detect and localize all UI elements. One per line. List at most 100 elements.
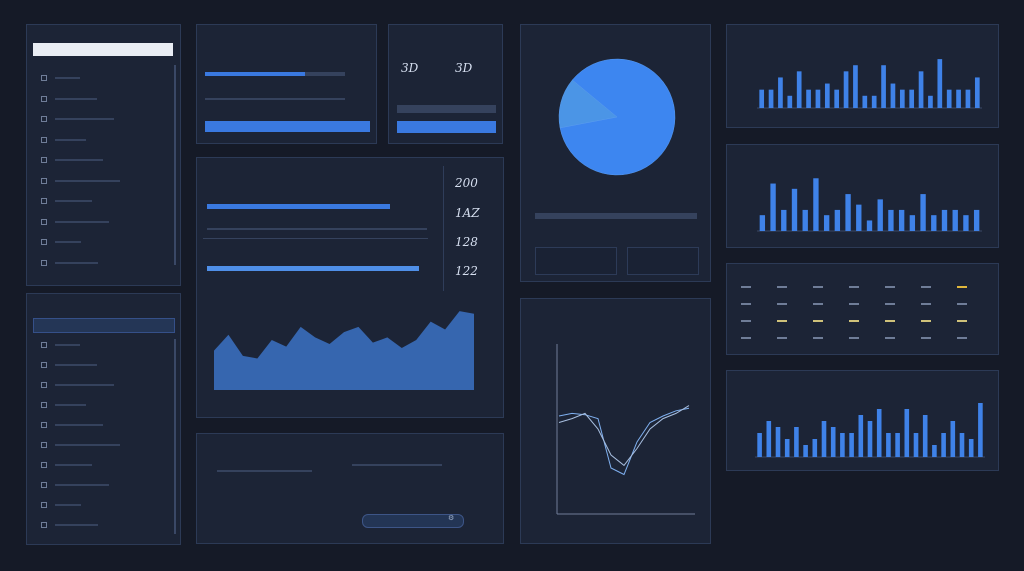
search-input[interactable] bbox=[33, 43, 173, 56]
checkbox[interactable] bbox=[41, 218, 47, 225]
table-cell bbox=[885, 303, 895, 305]
list-item-line bbox=[55, 241, 81, 243]
checkbox[interactable] bbox=[41, 157, 47, 163]
list-item-line bbox=[55, 404, 86, 406]
progress-bar bbox=[205, 121, 370, 132]
bar bbox=[866, 220, 873, 231]
bar bbox=[862, 95, 868, 108]
table-cell bbox=[957, 337, 967, 339]
list-item-line bbox=[55, 524, 98, 526]
main-track-1 bbox=[207, 228, 427, 230]
data-table bbox=[741, 286, 967, 339]
bar bbox=[913, 433, 919, 457]
bar-chart-2 bbox=[757, 178, 982, 232]
checkbox[interactable] bbox=[41, 402, 47, 408]
checkbox[interactable] bbox=[41, 502, 47, 508]
bar bbox=[830, 427, 836, 457]
bar bbox=[898, 209, 905, 231]
bar bbox=[909, 215, 916, 231]
checkbox[interactable] bbox=[41, 382, 47, 388]
table-cell bbox=[849, 320, 859, 322]
stats-panel: 3D 3D bbox=[388, 24, 503, 144]
pie-slice bbox=[559, 58, 676, 176]
checkbox[interactable] bbox=[41, 422, 47, 428]
stat-value-1: 3D bbox=[401, 61, 419, 75]
list-item-line bbox=[55, 261, 98, 264]
bar bbox=[941, 433, 946, 457]
checkbox[interactable] bbox=[41, 177, 47, 184]
bar bbox=[778, 77, 783, 108]
table-cell bbox=[741, 286, 751, 288]
bar bbox=[895, 433, 900, 457]
bar bbox=[973, 209, 980, 231]
bar bbox=[965, 89, 971, 108]
checkbox[interactable] bbox=[41, 75, 47, 81]
bar bbox=[757, 433, 762, 457]
slider-track-1[interactable] bbox=[205, 72, 345, 76]
bar bbox=[768, 89, 774, 108]
bottom-pill-button[interactable] bbox=[362, 514, 464, 528]
checkbox[interactable] bbox=[41, 259, 47, 266]
checkbox[interactable] bbox=[41, 198, 47, 204]
sidebar-scrollbar[interactable] bbox=[174, 65, 176, 265]
bar bbox=[978, 403, 983, 457]
main-slider-2[interactable] bbox=[207, 266, 419, 271]
table-cell bbox=[813, 303, 823, 305]
stat-button-bar[interactable] bbox=[397, 121, 496, 133]
bar bbox=[791, 188, 798, 231]
bar bbox=[849, 433, 854, 457]
bar bbox=[963, 215, 969, 231]
checkbox[interactable] bbox=[41, 482, 47, 488]
line-chart bbox=[556, 344, 695, 515]
pie-thumbnail-1[interactable] bbox=[535, 247, 617, 275]
table-cell bbox=[777, 337, 787, 339]
bar bbox=[806, 89, 811, 108]
bar bbox=[821, 421, 827, 457]
checkbox[interactable] bbox=[41, 522, 47, 528]
table-cell bbox=[957, 303, 967, 305]
sidebar-filter-panel bbox=[26, 24, 181, 286]
metric-128: 128 bbox=[455, 235, 478, 249]
list-item-line bbox=[55, 220, 109, 223]
table-cell bbox=[885, 286, 895, 288]
list-item-line bbox=[55, 344, 80, 346]
bar bbox=[876, 409, 882, 457]
checkbox[interactable] bbox=[41, 362, 47, 368]
bar bbox=[956, 89, 961, 108]
bottom-row-2 bbox=[217, 470, 312, 472]
selected-item[interactable] bbox=[33, 318, 175, 333]
list-item-line bbox=[55, 179, 120, 182]
table-cell bbox=[885, 337, 895, 339]
checkbox[interactable] bbox=[41, 462, 47, 468]
checkbox[interactable] bbox=[41, 342, 47, 348]
area-chart bbox=[214, 311, 474, 390]
bar bbox=[881, 65, 886, 108]
gear-icon[interactable]: ⚙ bbox=[448, 514, 455, 522]
line-series bbox=[558, 405, 690, 467]
checkbox[interactable] bbox=[41, 116, 47, 122]
bar bbox=[918, 71, 924, 108]
table-cell bbox=[885, 320, 895, 322]
bar bbox=[803, 445, 808, 457]
bar bbox=[877, 199, 883, 231]
bar bbox=[899, 89, 905, 108]
table-cell bbox=[813, 320, 823, 322]
bar bbox=[845, 194, 851, 231]
main-slider-1[interactable] bbox=[207, 204, 390, 209]
list-item-line bbox=[55, 97, 97, 100]
checkbox[interactable] bbox=[41, 136, 47, 143]
bar bbox=[784, 439, 790, 457]
list-scrollbar[interactable] bbox=[174, 339, 176, 534]
slider-track-2[interactable] bbox=[205, 98, 345, 100]
main-overview-panel: 200 1AZ 128 122 bbox=[196, 157, 504, 418]
checkbox[interactable] bbox=[41, 239, 47, 245]
bar bbox=[843, 71, 849, 108]
table-cell bbox=[921, 337, 931, 339]
checkbox[interactable] bbox=[41, 95, 47, 102]
pie-thumbnail-2[interactable] bbox=[627, 247, 699, 275]
checkbox[interactable] bbox=[41, 442, 47, 448]
bar bbox=[834, 209, 841, 231]
bottom-panel: ⚙ bbox=[196, 433, 504, 544]
bar bbox=[796, 71, 802, 108]
main-divider bbox=[203, 238, 428, 239]
